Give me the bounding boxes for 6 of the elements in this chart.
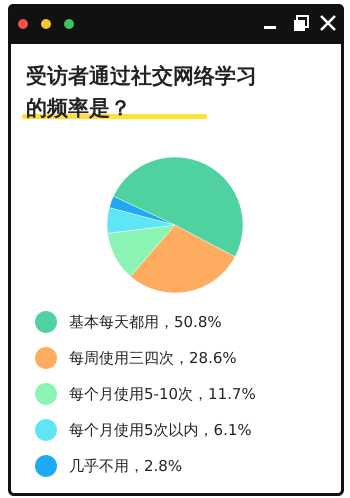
legend-label: 几乎不用，2.8%: [69, 456, 182, 476]
chart-title: 受访者通过社交网络学习的频率是？: [26, 63, 258, 122]
legend-label: 每个月使用5-10次，11.7%: [69, 384, 256, 404]
legend-label: 基本每天都用，50.8%: [69, 312, 222, 332]
legend-label: 每个月使用5次以内，6.1%: [69, 420, 252, 440]
legend-label: 每周使用三四次，28.6%: [69, 348, 237, 368]
